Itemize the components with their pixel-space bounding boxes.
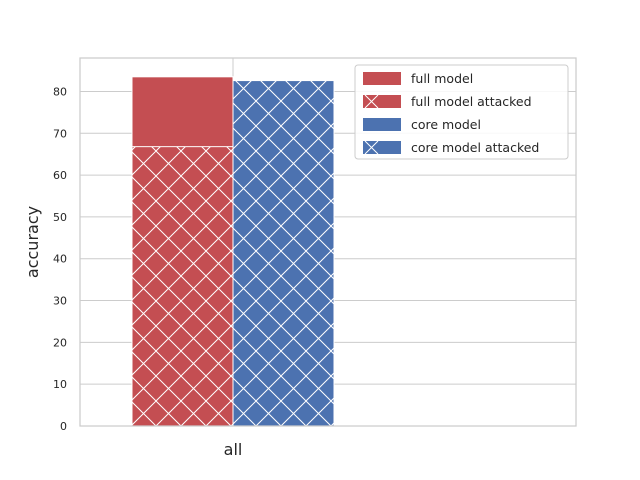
bars — [131, 76, 335, 427]
y-tick-label: 10 — [53, 378, 67, 391]
legend-hatch-full-model-attacked — [364, 94, 379, 109]
legend-swatch-core-model-attacked — [363, 141, 401, 154]
plot-frame — [79, 57, 577, 427]
legend: full model full model attacked core model c… — [354, 64, 569, 160]
x-category-labels: all — [224, 440, 243, 459]
legend-box — [354, 64, 569, 160]
bar-full-model-attacked-hatch — [132, 146, 233, 426]
y-tick-label: 80 — [53, 85, 67, 98]
legend-hatch-core-model-attacked — [364, 140, 379, 155]
legend-label-full-model-attacked: full model attacked — [411, 94, 532, 109]
y-tick-label: 20 — [53, 336, 67, 349]
x-category-label: all — [224, 440, 243, 459]
bar-core-model-attacked-hatch — [233, 80, 334, 426]
y-tick-label: 60 — [53, 169, 67, 182]
y-tick-label: 0 — [60, 420, 67, 433]
legend-swatch-full-model — [363, 72, 401, 85]
y-tick-labels: 0 10 20 30 40 50 60 70 80 — [53, 85, 67, 433]
legend-swatch-full-model-attacked — [363, 95, 401, 108]
legend-label-core-model-attacked: core model attacked — [411, 140, 539, 155]
legend-label-full-model: full model — [411, 71, 473, 86]
y-tick-label: 70 — [53, 127, 67, 140]
y-tick-label: 50 — [53, 211, 67, 224]
y-tick-label: 30 — [53, 295, 67, 308]
y-tick-label: 40 — [53, 253, 67, 266]
legend-label-core-model: core model — [411, 117, 481, 132]
legend-swatch-core-model — [363, 118, 401, 131]
y-axis-label: accuracy — [23, 206, 42, 278]
